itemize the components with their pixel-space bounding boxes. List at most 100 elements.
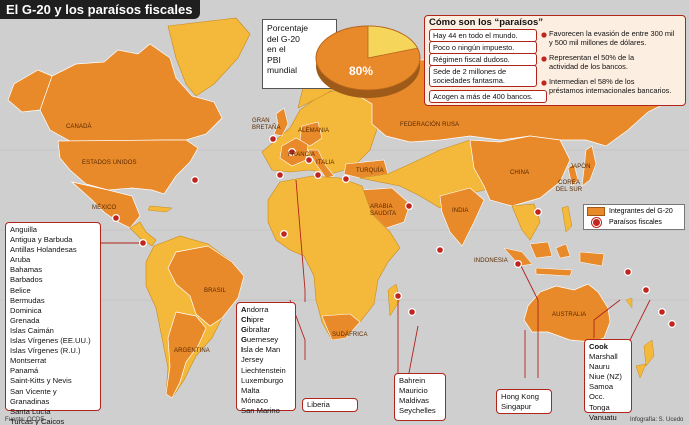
- haven-list-item: Bermudas: [10, 295, 45, 305]
- label-canada: CANADÁ: [66, 124, 92, 130]
- label-brazil: BRASIL: [204, 288, 226, 294]
- label-australia: AUSTRALIA: [552, 312, 587, 318]
- australia-shape: [523, 283, 611, 343]
- label-argentina: ARGENTINA: [174, 348, 210, 354]
- haven-dot: [513, 260, 522, 269]
- label-saudi: ARABIA SAUDITA: [370, 204, 397, 217]
- label-turkey: TURQUÍA: [356, 168, 384, 174]
- haven-dot: [269, 135, 278, 144]
- haven-list-item: San Marino: [241, 405, 280, 415]
- korea-shape: [567, 163, 579, 187]
- label-southafrica: SUDÁFRICA: [332, 332, 368, 338]
- haven-list-item: Belice: [10, 285, 31, 295]
- haven-list-item: San Vicente y Granadinas: [10, 386, 57, 406]
- haven-list-item: Bahamas: [10, 265, 43, 275]
- greenland: [167, 17, 251, 97]
- label-indonesia: INDONESIA: [474, 258, 508, 264]
- haven-list-pacific: Cook Marshall Nauru Niue (NZ) Samoa Occ. Tong…: [584, 339, 632, 422]
- haven-list-item: Cook: [589, 342, 608, 351]
- fact-item: Representan el 50% de la actividad de los…: [549, 53, 635, 72]
- haven-dot: [436, 246, 445, 255]
- haven-list-item: Guernesey: [241, 335, 279, 345]
- haven-list-item: Dominica: [10, 305, 42, 315]
- haven-list-item: Isla de Man: [241, 345, 281, 355]
- gdp-label-line: del G-20: [267, 33, 300, 44]
- haven-dot: [657, 308, 666, 317]
- argentina-shape: [165, 311, 207, 399]
- haven-dot: [641, 286, 650, 295]
- label-france: FRANCIA: [288, 152, 316, 158]
- fact-item: Intermedian el 58% de los préstamos inter…: [549, 77, 672, 96]
- label-korea: COREA DEL SUR: [555, 180, 583, 193]
- gdp-label-line: PBI: [267, 54, 281, 65]
- haven-list-item: Singapur: [501, 402, 532, 412]
- haven-list-item: Mauricio: [399, 386, 428, 396]
- haven-list-item: Saint-Kitts y Nevis: [10, 376, 72, 386]
- haven-list-item: Anguilla: [10, 225, 38, 234]
- label-japan: JAPÓN: [570, 164, 591, 170]
- source-note: Fuente: OCDE: [5, 417, 45, 423]
- haven-list-item: Jersey: [241, 355, 264, 365]
- germany-shape: [299, 121, 323, 147]
- credit-note: Infografía: S. Ucedo: [630, 417, 684, 423]
- haven-list-item: Islas Vírgenes (R.U.): [10, 346, 81, 356]
- haven-dot: [111, 214, 120, 223]
- haven-list-item: Montserrat: [10, 356, 47, 366]
- haven-list-item: Islas Caimán: [10, 325, 54, 335]
- haven-list-item: Maldivas: [399, 396, 429, 406]
- haven-dot: [314, 171, 323, 180]
- haven-list-liberia: Liberia: [302, 398, 358, 412]
- italy-shape: [307, 149, 335, 179]
- haven-list-item: Aruba: [10, 255, 31, 265]
- haven-list-indian-ocean: Bahrein Mauricio Maldivas Seychelles: [394, 373, 446, 421]
- infographic-title: El G-20 y los paraísos fiscales: [0, 0, 201, 19]
- haven-dot: [405, 202, 414, 211]
- haven-list-item: Vanuatu: [589, 412, 617, 422]
- haven-markers: [111, 135, 676, 329]
- china-shape: [469, 135, 571, 207]
- haven-list-item: Liberia: [307, 400, 330, 409]
- label-italy: ITALIA: [316, 160, 335, 166]
- haven-list-asia: Hong Kong Singapur: [496, 389, 552, 414]
- haven-list-item: Samoa Occ.: [589, 382, 614, 402]
- haven-list-item: Hong Kong: [501, 392, 539, 401]
- haven-dot: [623, 268, 632, 277]
- haven-dot: [342, 175, 351, 184]
- haven-list-europe: Andorra Chipre Gibraltar Guernesey Isla de M…: [236, 302, 296, 415]
- gdp-label-line: en el: [267, 44, 286, 54]
- haven-list-item: Barbados: [10, 275, 43, 285]
- haven-dot: [191, 176, 200, 185]
- haven-dot: [276, 171, 285, 180]
- haven-dot: [408, 308, 417, 317]
- brazil-shape: [167, 245, 245, 327]
- haven-dot: [533, 208, 542, 217]
- usa-shape: [57, 139, 199, 195]
- haven-list-item: Islas Vírgenes (EE.UU.): [10, 336, 91, 346]
- southafrica-shape: [321, 313, 361, 341]
- uk-shape: [273, 107, 289, 137]
- label-india: INDIA: [452, 208, 469, 214]
- indonesia-shape: [503, 241, 605, 277]
- pie-percent-label: 80%: [348, 64, 374, 78]
- fact-item: Acogen a más de 400 bancos.: [429, 90, 547, 104]
- haven-dot: [280, 230, 289, 239]
- haven-facts-title: Cómo son los “paraísos”: [429, 17, 544, 28]
- india-shape: [439, 187, 485, 247]
- haven-list-item: Nauru: [589, 362, 610, 372]
- haven-list-item: Turcas y Caicos: [10, 416, 65, 425]
- gdp-pie: [315, 25, 421, 98]
- gdp-label-line: mundial: [267, 65, 298, 75]
- haven-list-item: Tonga: [589, 402, 610, 412]
- haven-dot: [667, 320, 676, 329]
- member-swatch: [587, 206, 605, 216]
- label-mexico: MÉXICO: [92, 205, 117, 211]
- fact-bullets: [541, 32, 547, 86]
- haven-list-item: Marshall: [589, 352, 618, 362]
- pie-slice-rest: [367, 25, 419, 59]
- haven-list-item: Santa Lucía: [10, 406, 51, 416]
- haven-list-item: Antillas Holandesas: [10, 245, 77, 255]
- haven-list-americas: Anguilla Antigua y Barbuda Antillas Holand…: [5, 222, 101, 425]
- haven-list-item: Panamá: [10, 366, 39, 376]
- legend-member: Integrantes del G-20: [587, 206, 681, 217]
